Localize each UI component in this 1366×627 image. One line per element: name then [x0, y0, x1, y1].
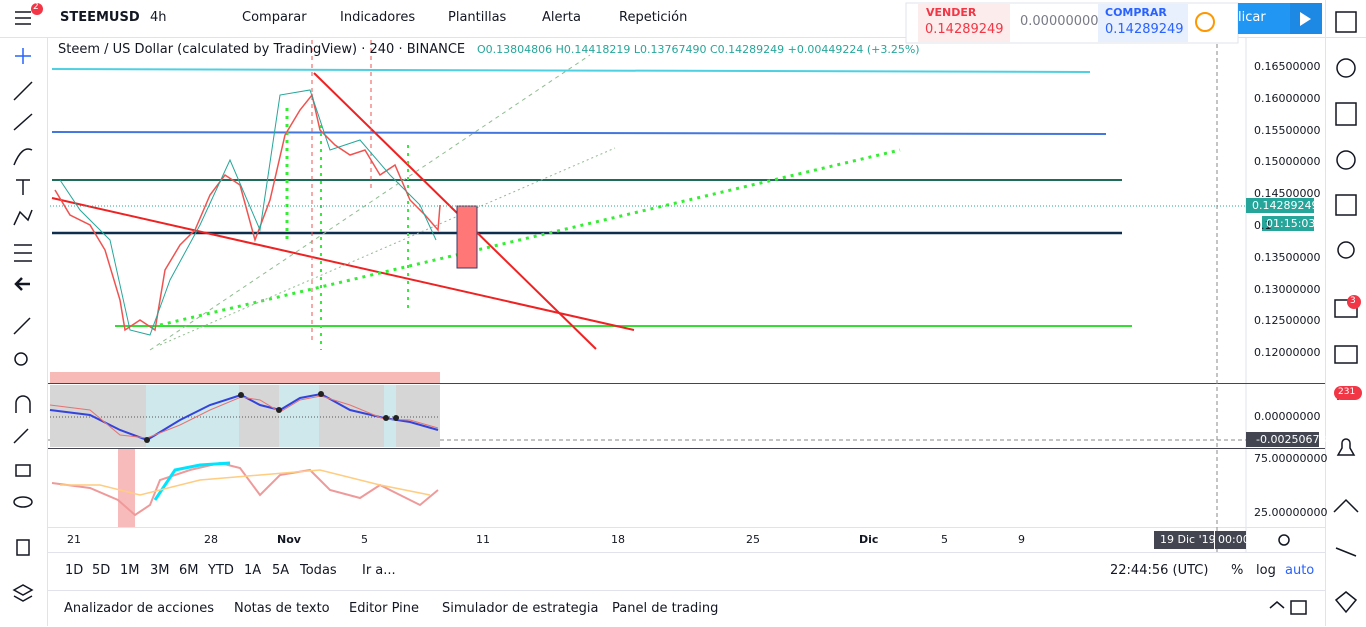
rsi-label: 75.00000000 [1254, 452, 1328, 465]
sell-price[interactable]: 0.14289249 [925, 22, 1004, 37]
volume [50, 372, 440, 383]
price-path-up [59, 89, 437, 336]
toolbar-button[interactable]: Indicadores [340, 10, 416, 25]
price-label: 0.14500000 [1254, 187, 1321, 201]
spread: 0.00000000 [1020, 14, 1099, 29]
price-label: 0.16500000 [1254, 60, 1321, 73]
interval[interactable]: 4h [150, 10, 167, 25]
range-button[interactable]: 5D [92, 563, 111, 578]
toolbar-button[interactable]: Comparar [242, 10, 307, 25]
clock: 22:44:56 (UTC) [1110, 563, 1209, 578]
goto-button[interactable]: Ir a... [362, 563, 396, 578]
oscillator [49, 385, 440, 447]
range-button[interactable]: 1M [120, 563, 140, 578]
buy-label[interactable]: COMPRAR [1105, 6, 1167, 19]
price-label: 0.1 [1254, 219, 1272, 232]
buy-price[interactable]: 0.14289249 [1105, 22, 1184, 37]
notification-badge: 2 [33, 2, 39, 12]
price-path [54, 93, 441, 332]
sell-label[interactable]: VENDER [926, 6, 977, 19]
rsi-label: 25.00000000 [1254, 506, 1328, 519]
price-label: 0.15500000 [1254, 123, 1321, 137]
percent-toggle[interactable]: % [1231, 563, 1244, 578]
countdown: 01:15:03 [1266, 217, 1316, 230]
osc-value: -0.00250673 [1256, 433, 1327, 446]
last-price: 0.14289249 [1252, 199, 1319, 212]
time-label: 18 [611, 533, 625, 546]
time-label: 5 [361, 533, 368, 546]
right-sidebar [1325, 0, 1366, 626]
time-label: Nov [277, 533, 301, 546]
time-label: Dic [859, 533, 879, 546]
top-bar [0, 0, 1366, 38]
price-label: 0.15000000 [1254, 155, 1321, 169]
symbol[interactable]: STEEMUSD [60, 10, 140, 25]
bottom-tab[interactable]: Analizador de acciones [64, 601, 215, 616]
log-toggle[interactable]: log [1256, 563, 1276, 578]
apply-button[interactable]: licar [1238, 10, 1266, 25]
bottom-panel [48, 590, 1325, 627]
legend-title: Steem / US Dollar (calculated by Trading… [58, 42, 466, 57]
price-label: 0.13500000 [1254, 250, 1321, 264]
time-label: 9 [1018, 533, 1025, 546]
indicator-pane [51, 449, 439, 527]
range-button[interactable]: YTD [208, 563, 234, 578]
range-button[interactable]: 1D [65, 563, 84, 578]
price-label: 0.12000000 [1254, 346, 1321, 360]
time-label: 11 [476, 533, 490, 546]
toolbar-button[interactable]: Repetición [619, 10, 688, 25]
price-label: 0.16000000 [1254, 91, 1321, 105]
toolbar-button[interactable]: Alerta [542, 10, 581, 25]
range-button[interactable]: 1A [244, 563, 262, 578]
bottom-tab[interactable]: Simulador de estrategia [442, 601, 599, 616]
price-label: 0.13000000 [1254, 282, 1321, 296]
bottom-tab[interactable]: Editor Pine [349, 601, 420, 616]
auto-toggle[interactable]: auto [1285, 563, 1315, 578]
cursor-date: 19 Dic '19 [1160, 533, 1216, 546]
range-button[interactable]: 3M [150, 563, 170, 578]
time-label: 28 [204, 533, 218, 546]
left-toolbar [0, 37, 48, 626]
chart-frame [48, 37, 1325, 553]
sidebar-badge: 3 [1350, 296, 1356, 306]
legend-ohlc: O0.13804806 H0.14418219 L0.13767490 C0.1… [477, 43, 920, 56]
range-button[interactable]: 6M [179, 563, 199, 578]
bottom-tab[interactable]: Panel de trading [612, 601, 719, 616]
range-button[interactable]: 5A [272, 563, 290, 578]
time-label: 25 [746, 533, 760, 546]
range-button[interactable]: Todas [300, 563, 337, 578]
bottom-tab[interactable]: Notas de texto [234, 601, 330, 616]
time-label: 21 [67, 533, 81, 546]
osc-zero: 0.00000000 [1254, 410, 1321, 423]
toolbar-button[interactable]: Plantillas [448, 10, 507, 25]
price-label: 0.12500000 [1254, 314, 1321, 328]
badges [31, 3, 1362, 400]
cursor-time: 00:00 [1218, 533, 1250, 546]
time-label: 5 [941, 533, 948, 546]
sidebar-badge: 231 [1338, 387, 1356, 397]
drawings [50, 40, 1246, 351]
